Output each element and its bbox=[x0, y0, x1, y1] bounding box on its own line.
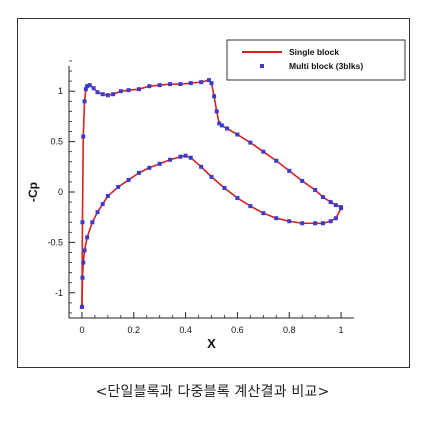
data-point-lower bbox=[183, 153, 188, 158]
data-point-lower bbox=[126, 177, 131, 182]
data-point-upper bbox=[206, 78, 211, 83]
data-point-upper bbox=[91, 86, 96, 91]
data-point-lower bbox=[328, 219, 333, 224]
data-point-upper bbox=[300, 178, 305, 183]
data-point-upper bbox=[178, 82, 183, 87]
data-point-lower bbox=[178, 154, 183, 159]
data-point-lower bbox=[235, 196, 240, 201]
data-point-upper bbox=[248, 140, 253, 145]
data-point-upper bbox=[168, 82, 173, 87]
data-point-lower bbox=[82, 248, 87, 253]
data-point-lower bbox=[199, 164, 204, 169]
data-point-upper bbox=[157, 83, 162, 88]
data-point-lower bbox=[209, 174, 214, 179]
y-tick-label: 0 bbox=[58, 187, 63, 197]
x-tick-label: 1 bbox=[339, 325, 344, 335]
data-point-upper bbox=[320, 195, 325, 200]
data-point-upper bbox=[85, 84, 90, 89]
data-point-upper bbox=[274, 158, 279, 163]
data-point-upper bbox=[80, 220, 85, 225]
legend-box bbox=[226, 39, 406, 81]
x-tick-label: 0.8 bbox=[283, 325, 296, 335]
data-point-lower bbox=[100, 202, 105, 207]
data-point-upper bbox=[287, 168, 292, 173]
y-axis-label: -Cp bbox=[26, 182, 40, 202]
data-point-upper bbox=[209, 81, 214, 86]
data-point-upper bbox=[87, 83, 92, 88]
figure-caption: <단일블록과 다중블록 계산결과 비교> bbox=[95, 384, 330, 400]
data-point-upper bbox=[328, 200, 333, 205]
data-point-upper bbox=[212, 94, 217, 99]
data-point-lower bbox=[188, 155, 193, 160]
data-point-upper bbox=[111, 92, 116, 97]
data-point-lower bbox=[105, 194, 110, 199]
data-point-lower bbox=[116, 184, 121, 189]
data-point-upper bbox=[147, 84, 152, 89]
data-point-upper bbox=[83, 87, 88, 92]
data-point-upper bbox=[95, 90, 100, 95]
data-point-upper bbox=[136, 87, 141, 92]
x-tick-label: 0.6 bbox=[231, 325, 244, 335]
data-point-lower bbox=[320, 221, 325, 226]
data-point-upper bbox=[225, 126, 230, 131]
data-point-lower bbox=[333, 216, 338, 221]
legend-marker-swatch bbox=[260, 64, 264, 68]
data-point-upper bbox=[333, 203, 338, 208]
data-point-lower bbox=[339, 206, 344, 211]
data-point-upper bbox=[199, 80, 204, 85]
data-point-upper bbox=[81, 134, 86, 139]
data-point-lower bbox=[274, 216, 279, 221]
data-point-lower bbox=[79, 304, 84, 309]
data-point-lower bbox=[287, 219, 292, 224]
data-point-upper bbox=[217, 121, 222, 126]
x-axis-label: X bbox=[207, 336, 216, 351]
data-point-lower bbox=[248, 204, 253, 209]
data-point-upper bbox=[118, 89, 123, 94]
data-point-lower bbox=[147, 165, 152, 170]
data-point-upper bbox=[188, 81, 193, 86]
data-point-lower bbox=[222, 185, 227, 190]
legend-label-single: Single block bbox=[289, 47, 339, 57]
x-tick-label: 0.4 bbox=[179, 325, 192, 335]
data-point-lower bbox=[95, 210, 100, 215]
x-tick-label: 0.2 bbox=[128, 325, 141, 335]
data-point-upper bbox=[261, 149, 266, 154]
chart-svg: 0 0.2 0.4 0.6 0.8 1 -1 -0.5 0 0.5 1 X -Cp Single b… bbox=[17, 18, 410, 368]
data-point-lower bbox=[81, 260, 86, 265]
x-tick-label: 0 bbox=[79, 325, 84, 335]
data-point-lower bbox=[85, 235, 90, 240]
y-tick-label: 0.5 bbox=[50, 137, 63, 147]
y-tick-label: -0.5 bbox=[47, 237, 63, 247]
legend: Single block Multi block (3blks) bbox=[226, 39, 406, 81]
cp-chart: 0 0.2 0.4 0.6 0.8 1 -1 -0.5 0 0.5 1 X -Cp Single b… bbox=[17, 18, 410, 368]
data-point-upper bbox=[313, 187, 318, 192]
data-point-upper bbox=[105, 93, 110, 98]
data-point-lower bbox=[80, 275, 85, 280]
y-tick-label: 1 bbox=[58, 86, 63, 96]
data-point-upper bbox=[219, 123, 224, 128]
data-point-upper bbox=[82, 99, 87, 104]
data-point-upper bbox=[235, 132, 240, 137]
data-point-lower bbox=[313, 221, 318, 226]
data-point-lower bbox=[168, 157, 173, 162]
data-point-lower bbox=[136, 170, 141, 175]
legend-label-multi: Multi block (3blks) bbox=[289, 61, 363, 71]
data-point-upper bbox=[100, 92, 105, 97]
data-point-lower bbox=[90, 220, 95, 225]
data-point-lower bbox=[300, 221, 305, 226]
data-point-upper bbox=[126, 88, 131, 93]
data-point-upper bbox=[214, 109, 219, 114]
data-point-lower bbox=[157, 161, 162, 166]
y-tick-label: -1 bbox=[55, 288, 63, 298]
data-point-lower bbox=[261, 211, 266, 216]
